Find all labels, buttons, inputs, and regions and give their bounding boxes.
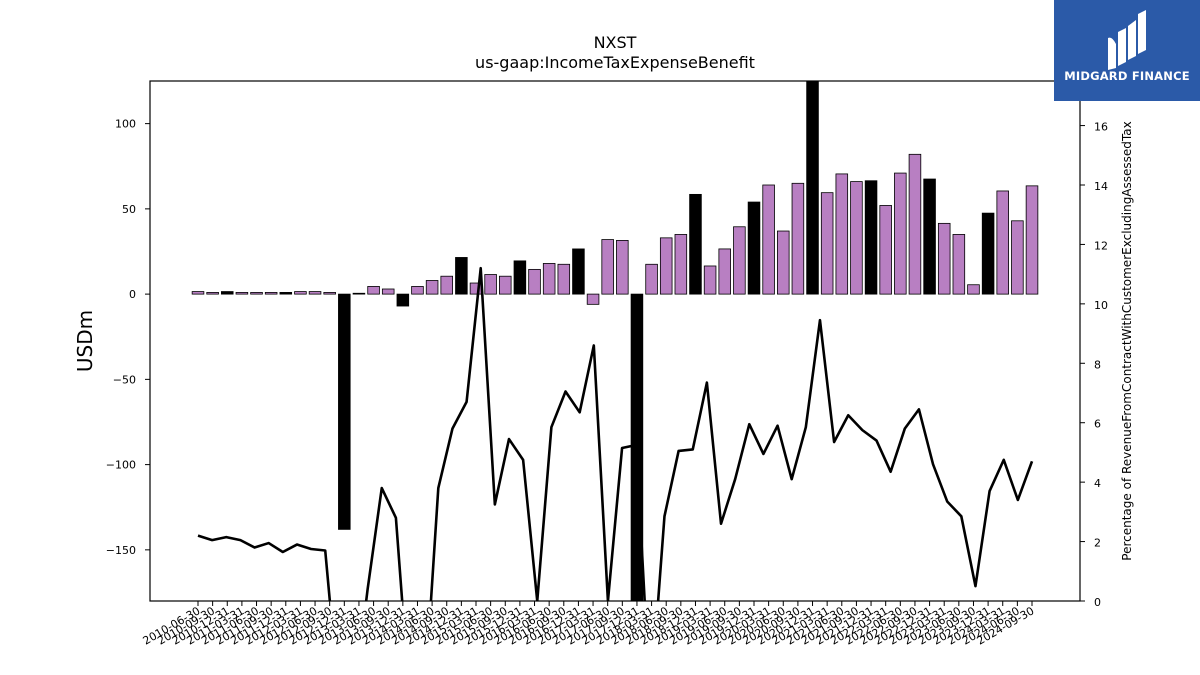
bar-2011-06-30 bbox=[250, 292, 263, 295]
bar-2010-09-30 bbox=[206, 292, 219, 295]
bar-2022-12-31 bbox=[923, 178, 936, 295]
bar-2021-12-31 bbox=[864, 180, 878, 295]
y-axis-label: USDm bbox=[73, 310, 97, 372]
midgard-logo-icon bbox=[1108, 10, 1146, 70]
y-tick-label: 50 bbox=[122, 203, 136, 216]
bar-2024-09-30 bbox=[1025, 185, 1039, 295]
bar-2023-09-30 bbox=[967, 284, 980, 295]
brand-logo: MIDGARD FINANCE bbox=[1054, 0, 1200, 101]
bar-2011-12-31 bbox=[279, 292, 293, 295]
y2-tick-label: 8 bbox=[1094, 358, 1101, 371]
bar-2020-06-30 bbox=[777, 230, 790, 295]
y-tick-label: 100 bbox=[115, 118, 136, 131]
y2-axis-label: Percentage of RevenueFromContractWithCus… bbox=[1120, 121, 1134, 560]
bar-2014-09-30 bbox=[440, 275, 453, 295]
bar-2022-03-31 bbox=[879, 205, 892, 295]
bar-2018-12-31 bbox=[689, 193, 702, 295]
y2-tick-label: 16 bbox=[1094, 121, 1108, 134]
bar-2016-03-31 bbox=[528, 268, 541, 295]
bar-2019-12-31 bbox=[747, 201, 761, 295]
bar-2015-12-31 bbox=[513, 260, 527, 295]
bar-2011-03-31 bbox=[235, 292, 249, 295]
y-axis-ticks: −150 −100 −50 0 50 100 bbox=[106, 118, 150, 557]
y-tick-label: 0 bbox=[129, 288, 136, 301]
plot-frame bbox=[149, 80, 1081, 602]
y2-tick-label: 4 bbox=[1094, 477, 1101, 490]
bar-2017-09-30 bbox=[616, 240, 629, 295]
bar-2020-12-31 bbox=[806, 80, 819, 295]
bar-2021-06-30 bbox=[835, 173, 849, 295]
bar-2019-09-30 bbox=[733, 226, 746, 295]
bar-2016-06-30 bbox=[542, 263, 556, 295]
bar-2015-09-30 bbox=[499, 275, 512, 295]
y2-tick-label: 0 bbox=[1094, 596, 1101, 609]
bar-2012-06-30 bbox=[308, 291, 322, 295]
bar-2020-09-30 bbox=[791, 182, 805, 295]
chart-subtitle: us-gaap:IncomeTaxExpenseBenefit bbox=[475, 53, 755, 72]
y2-tick-label: 10 bbox=[1094, 299, 1108, 312]
bar-2020-03-31 bbox=[762, 184, 775, 295]
y2-tick-label: 6 bbox=[1094, 418, 1101, 431]
bar-2017-06-30 bbox=[601, 239, 614, 295]
brand-name: MIDGARD FINANCE bbox=[1064, 69, 1190, 83]
y-tick-label: −50 bbox=[113, 373, 136, 386]
bar-2013-06-30 bbox=[367, 286, 380, 295]
bar-2011-09-30 bbox=[264, 292, 278, 295]
bar-2019-03-31 bbox=[703, 265, 717, 295]
line-layer bbox=[197, 266, 1034, 601]
y-tick-label: −150 bbox=[106, 544, 136, 557]
bar-2014-12-31 bbox=[455, 257, 468, 295]
bar-2023-03-31 bbox=[937, 222, 951, 295]
y2-tick-label: 12 bbox=[1094, 239, 1108, 252]
bar-2012-12-31 bbox=[338, 293, 351, 530]
bar-2017-03-31 bbox=[586, 293, 600, 305]
bar-2013-12-31 bbox=[396, 293, 410, 307]
bar-2016-12-31 bbox=[572, 248, 585, 295]
y-tick-label: −100 bbox=[106, 459, 136, 472]
bar-2023-06-30 bbox=[952, 234, 966, 295]
bar-2012-09-30 bbox=[323, 292, 336, 295]
bar-2012-03-31 bbox=[294, 291, 307, 295]
chart-title: NXST bbox=[594, 33, 637, 52]
bar-2014-06-30 bbox=[425, 280, 439, 295]
bar-2014-03-31 bbox=[411, 286, 424, 295]
y2-tick-label: 14 bbox=[1094, 180, 1108, 193]
bar-2018-06-30 bbox=[659, 237, 673, 295]
bar-2024-03-31 bbox=[996, 190, 1009, 295]
bar-2019-06-30 bbox=[718, 248, 731, 295]
x-axis-ticks: 2010-06-302010-09-302010-12-312011-03-31… bbox=[141, 601, 1037, 648]
series-line bbox=[197, 266, 1034, 601]
bar-2023-12-31 bbox=[981, 212, 995, 295]
y2-axis-ticks: 0 2 4 6 8 10 12 14 16 bbox=[1080, 121, 1108, 609]
bar-2022-06-30 bbox=[894, 172, 907, 295]
bar-2013-09-30 bbox=[381, 288, 395, 295]
bar-2010-06-30 bbox=[191, 291, 205, 295]
bar-2018-09-30 bbox=[674, 234, 688, 295]
bar-2022-09-30 bbox=[908, 153, 922, 295]
bar-2018-03-31 bbox=[645, 263, 658, 295]
bar-2021-03-31 bbox=[820, 192, 834, 295]
bar-2021-09-30 bbox=[850, 181, 863, 295]
bar-2015-06-30 bbox=[484, 274, 497, 295]
bar-2024-06-30 bbox=[1011, 220, 1024, 295]
bars-layer bbox=[191, 80, 1039, 602]
bar-2016-09-30 bbox=[557, 263, 571, 295]
y2-tick-label: 2 bbox=[1094, 537, 1101, 550]
bar-2013-03-31 bbox=[352, 292, 366, 295]
bar-2010-12-31 bbox=[221, 291, 234, 295]
